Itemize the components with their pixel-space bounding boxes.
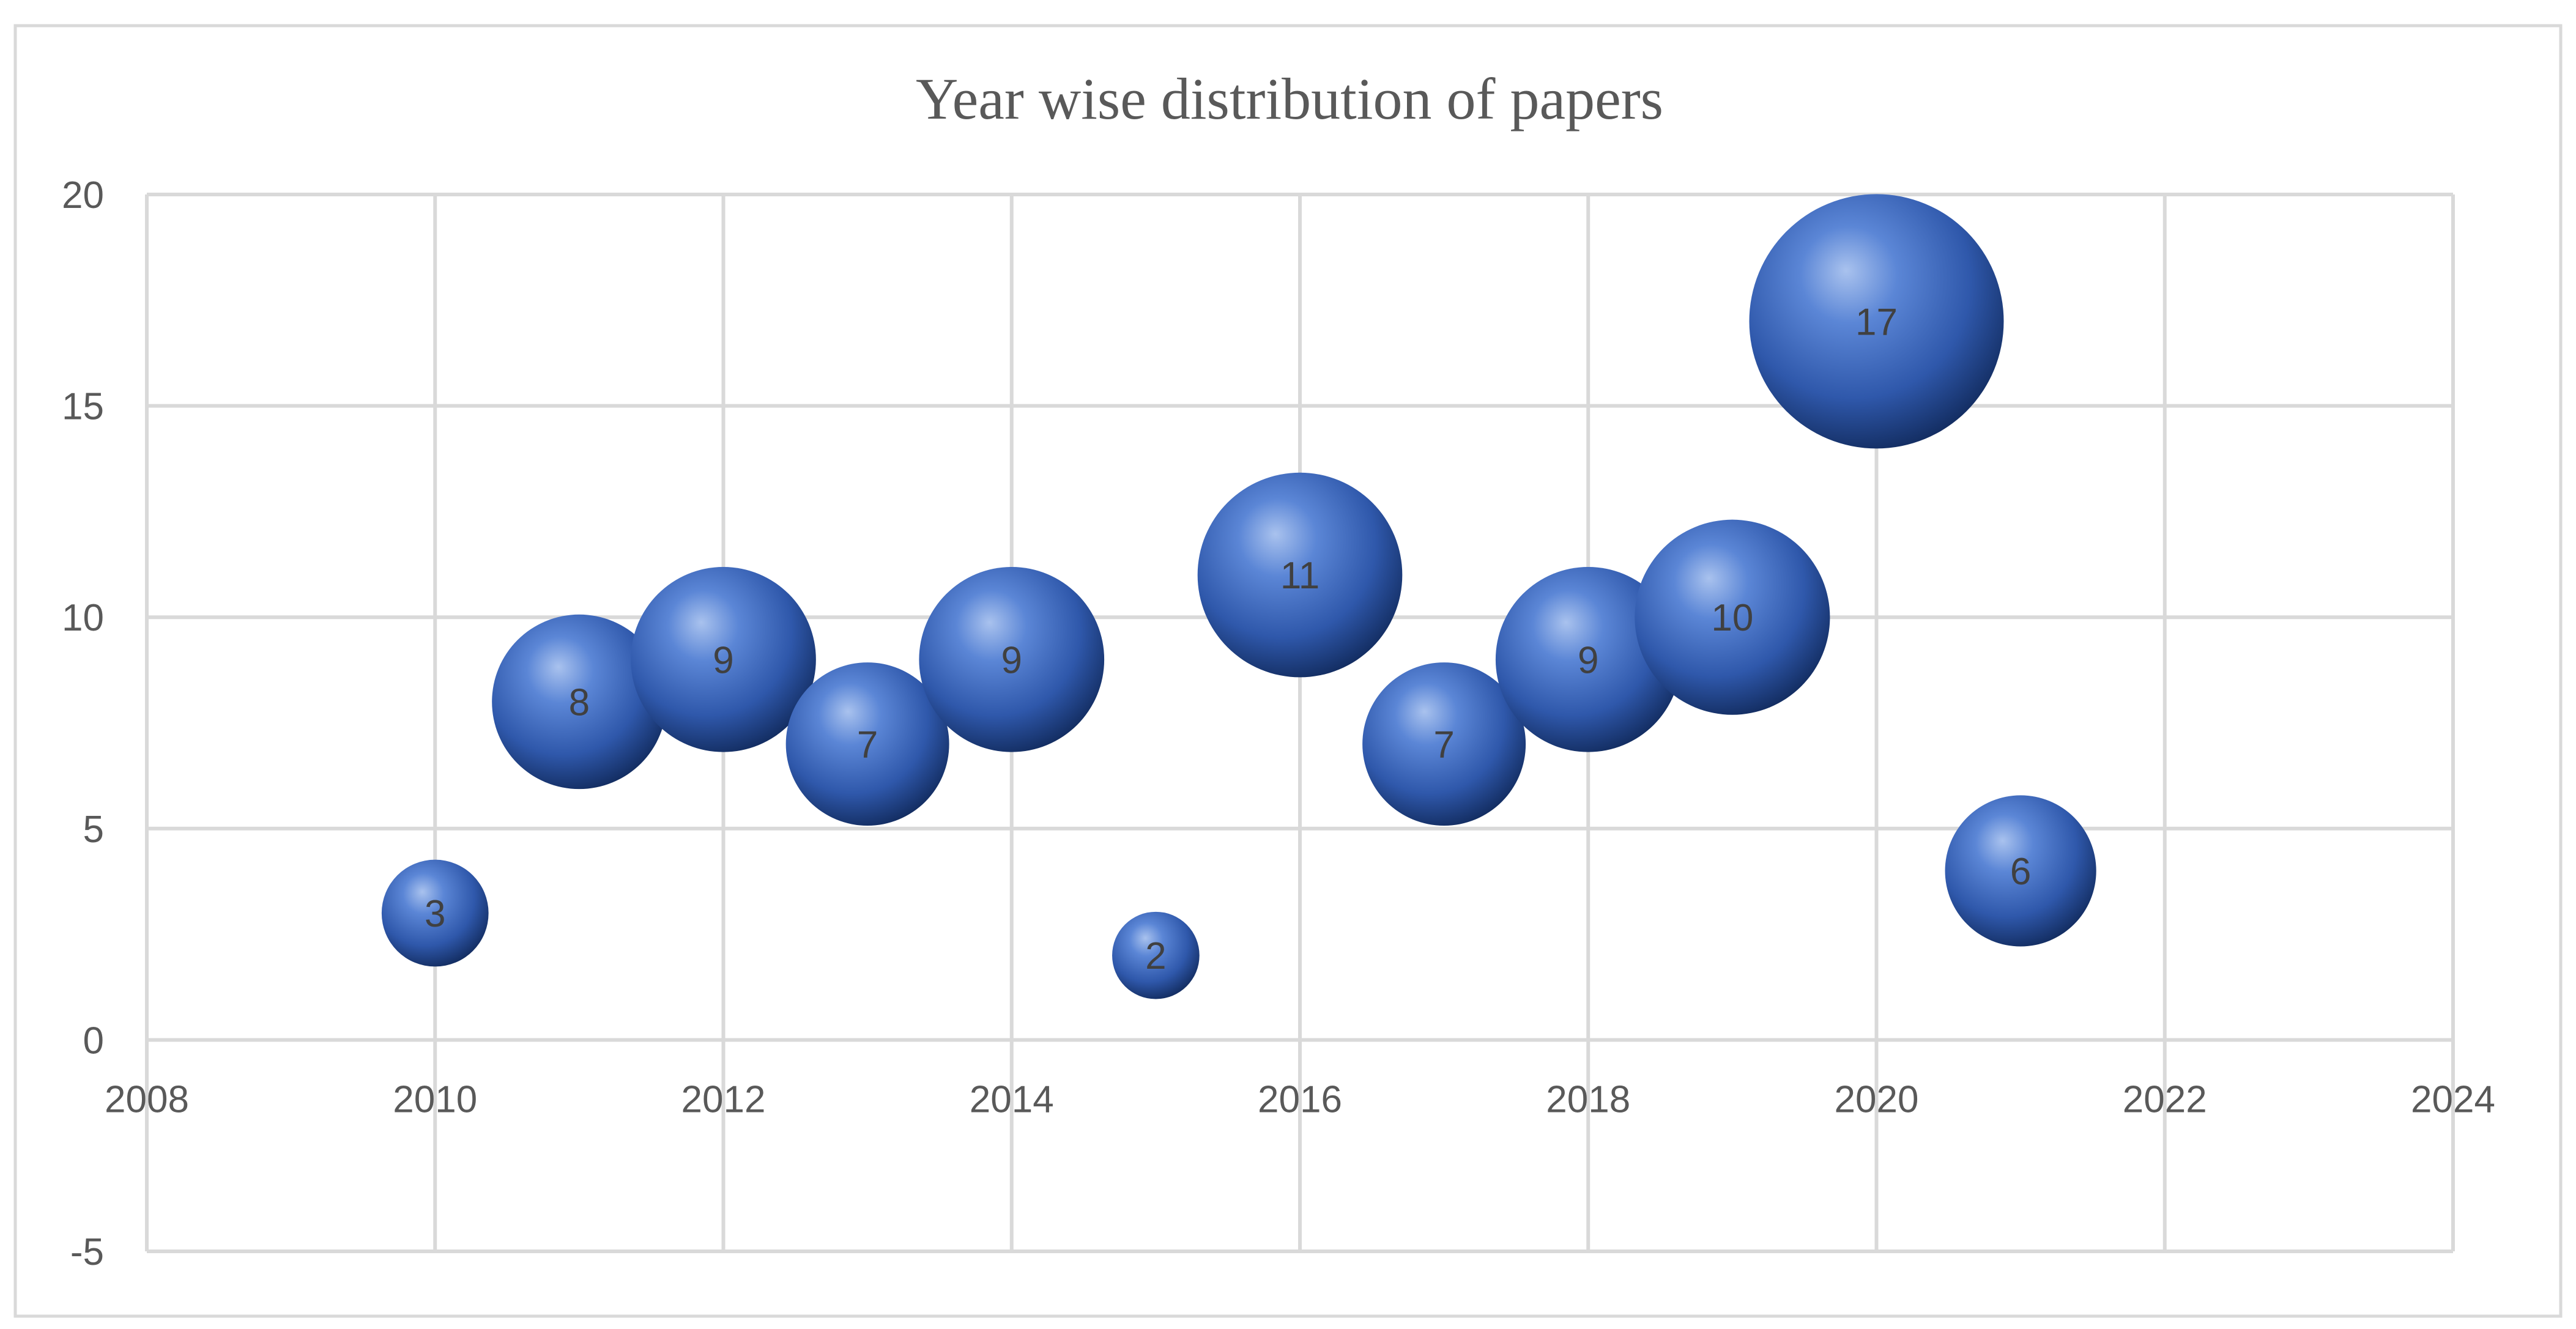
data-label-2017: 7 (1433, 724, 1454, 766)
x-tick-label: 2024 (2411, 1078, 2495, 1120)
bubble-2012 (631, 566, 816, 752)
bubble-2010 (381, 859, 489, 967)
bubble-2015 (1112, 911, 1200, 999)
data-label-2015: 2 (1145, 935, 1166, 977)
x-tick-label: 2022 (2123, 1078, 2207, 1120)
gridlines (145, 193, 2455, 1253)
x-tick-label: 2008 (105, 1078, 189, 1120)
data-label-2010: 3 (425, 893, 445, 935)
axis-tick-labels: 2008 2010 2012 2014 2016 2018 2020 2022 2024-505… (62, 174, 2495, 1273)
y-tick-label: 20 (62, 174, 104, 217)
data-label-2019: 10 (1711, 597, 1753, 639)
bubble-2020 (1749, 194, 2004, 449)
x-tick-label: 2018 (1546, 1078, 1630, 1120)
bubble-2019 (1635, 519, 1830, 715)
y-tick-label: 5 (83, 809, 104, 851)
x-tick-label: 2014 (970, 1078, 1054, 1120)
x-tick-label: 2010 (393, 1078, 477, 1120)
data-labels: 3 8 9 7 9 2 11 7 9 10 17 6 (425, 301, 2031, 977)
bubble-2021 (1945, 795, 2096, 947)
bubble-2018 (1495, 566, 1681, 752)
bubble-2017 (1362, 662, 1526, 826)
data-label-2020: 17 (1855, 301, 1898, 343)
data-label-2021: 6 (2010, 851, 2031, 893)
bubble-2014 (919, 566, 1105, 752)
y-tick-label: 10 (62, 597, 104, 639)
x-tick-label: 2016 (1258, 1078, 1342, 1120)
bubble-2013 (785, 662, 949, 826)
data-label-2012: 9 (713, 639, 733, 681)
data-label-2013: 7 (857, 724, 878, 766)
y-tick-label: 15 (62, 386, 104, 428)
bubble-2011 (492, 614, 667, 790)
data-label-2014: 9 (1001, 639, 1022, 681)
data-label-2011: 8 (569, 681, 590, 724)
bubbles (381, 194, 2096, 999)
data-label-2018: 9 (1578, 639, 1598, 681)
bubble-2016 (1197, 472, 1403, 678)
data-label-2016: 11 (1280, 555, 1320, 597)
y-tick-label: -5 (70, 1231, 104, 1273)
chart-title: Year wise distribution of papers (916, 66, 1663, 131)
x-tick-label: 2020 (1835, 1078, 1919, 1120)
y-tick-label: 0 (83, 1020, 104, 1062)
x-tick-label: 2012 (681, 1078, 766, 1120)
